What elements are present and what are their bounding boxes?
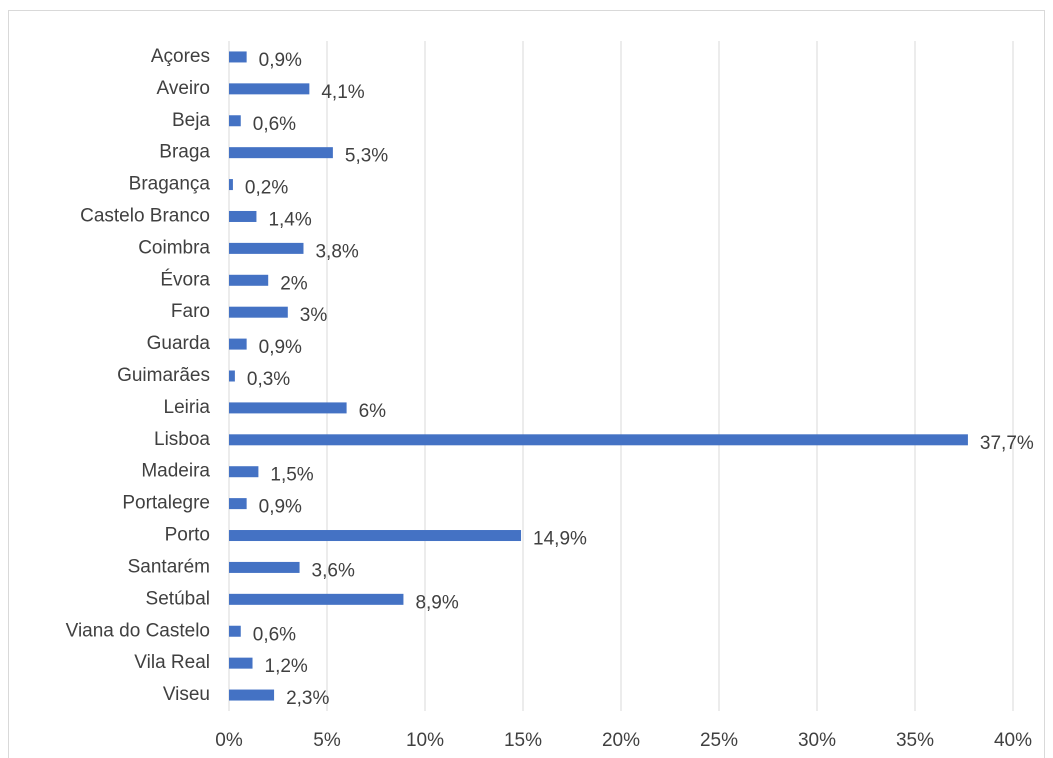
y-tick-label: Coimbra [138, 237, 210, 258]
data-label: 0,2% [245, 178, 288, 199]
x-tick-label: 0% [215, 730, 243, 751]
data-label: 1,2% [265, 656, 308, 677]
bar [229, 115, 241, 127]
x-tick-label: 40% [994, 730, 1032, 751]
x-tick-label: 5% [313, 730, 341, 751]
y-tick-label: Guimarães [117, 365, 210, 386]
bar [229, 593, 404, 605]
y-tick-label: Beja [172, 110, 210, 131]
x-tick-label: 20% [602, 730, 640, 751]
data-label: 3,6% [312, 560, 355, 581]
bar [229, 338, 247, 350]
data-label: 3,8% [315, 241, 358, 262]
y-tick-label: Porto [165, 525, 210, 546]
data-label: 0,6% [253, 624, 296, 645]
bar [229, 561, 300, 573]
bar [229, 274, 269, 286]
bar [229, 83, 310, 95]
bar [229, 498, 247, 510]
data-label: 8,9% [415, 592, 458, 613]
y-tick-label: Lisboa [154, 429, 210, 450]
data-label: 0,3% [247, 369, 290, 390]
data-label: 1,4% [268, 209, 311, 230]
bar [229, 689, 275, 701]
y-tick-label: Aveiro [156, 78, 210, 99]
x-tick-label: 10% [406, 730, 444, 751]
data-label: 14,9% [533, 529, 587, 550]
data-label: 2,3% [286, 688, 329, 709]
y-tick-label: Braga [159, 142, 210, 163]
y-tick-label: Vila Real [134, 652, 210, 673]
y-tick-label: Évora [160, 269, 210, 290]
y-tick-label: Leiria [164, 397, 211, 418]
bar [229, 402, 347, 414]
bar [229, 147, 333, 159]
data-label: 3% [300, 305, 328, 326]
bar [229, 657, 253, 669]
y-tick-label: Bragança [129, 174, 211, 195]
y-tick-label: Madeira [141, 461, 210, 482]
bar [229, 625, 241, 637]
bar [229, 370, 235, 382]
x-tick-label: 25% [700, 730, 738, 751]
data-label: 0,9% [259, 497, 302, 518]
y-tick-label: Açores [151, 46, 210, 67]
data-label: 0,9% [259, 50, 302, 71]
bar [229, 466, 259, 478]
y-tick-label: Faro [171, 301, 210, 322]
x-tick-label: 15% [504, 730, 542, 751]
data-label: 2% [280, 273, 308, 294]
y-tick-label: Portalegre [122, 493, 210, 514]
bar [229, 434, 968, 446]
data-label: 0,9% [259, 337, 302, 358]
chart-border [8, 10, 1045, 758]
data-label: 5,3% [345, 146, 388, 167]
y-tick-label: Setúbal [146, 588, 210, 609]
y-tick-label: Santarém [128, 556, 210, 577]
data-label: 1,5% [270, 465, 313, 486]
data-label: 4,1% [321, 82, 364, 103]
data-label: 0,6% [253, 114, 296, 135]
x-tick-label: 35% [896, 730, 934, 751]
y-tick-label: Guarda [147, 333, 211, 354]
bar [229, 51, 247, 63]
data-label: 37,7% [980, 433, 1034, 454]
bar [229, 179, 233, 191]
y-tick-label: Castelo Branco [80, 205, 210, 226]
y-tick-label: Viseu [163, 684, 210, 705]
bar [229, 210, 257, 222]
x-tick-label: 30% [798, 730, 836, 751]
bar [229, 306, 288, 318]
bar [229, 242, 304, 254]
data-label: 6% [359, 401, 387, 422]
bar [229, 530, 522, 542]
y-tick-label: Viana do Castelo [66, 620, 210, 641]
